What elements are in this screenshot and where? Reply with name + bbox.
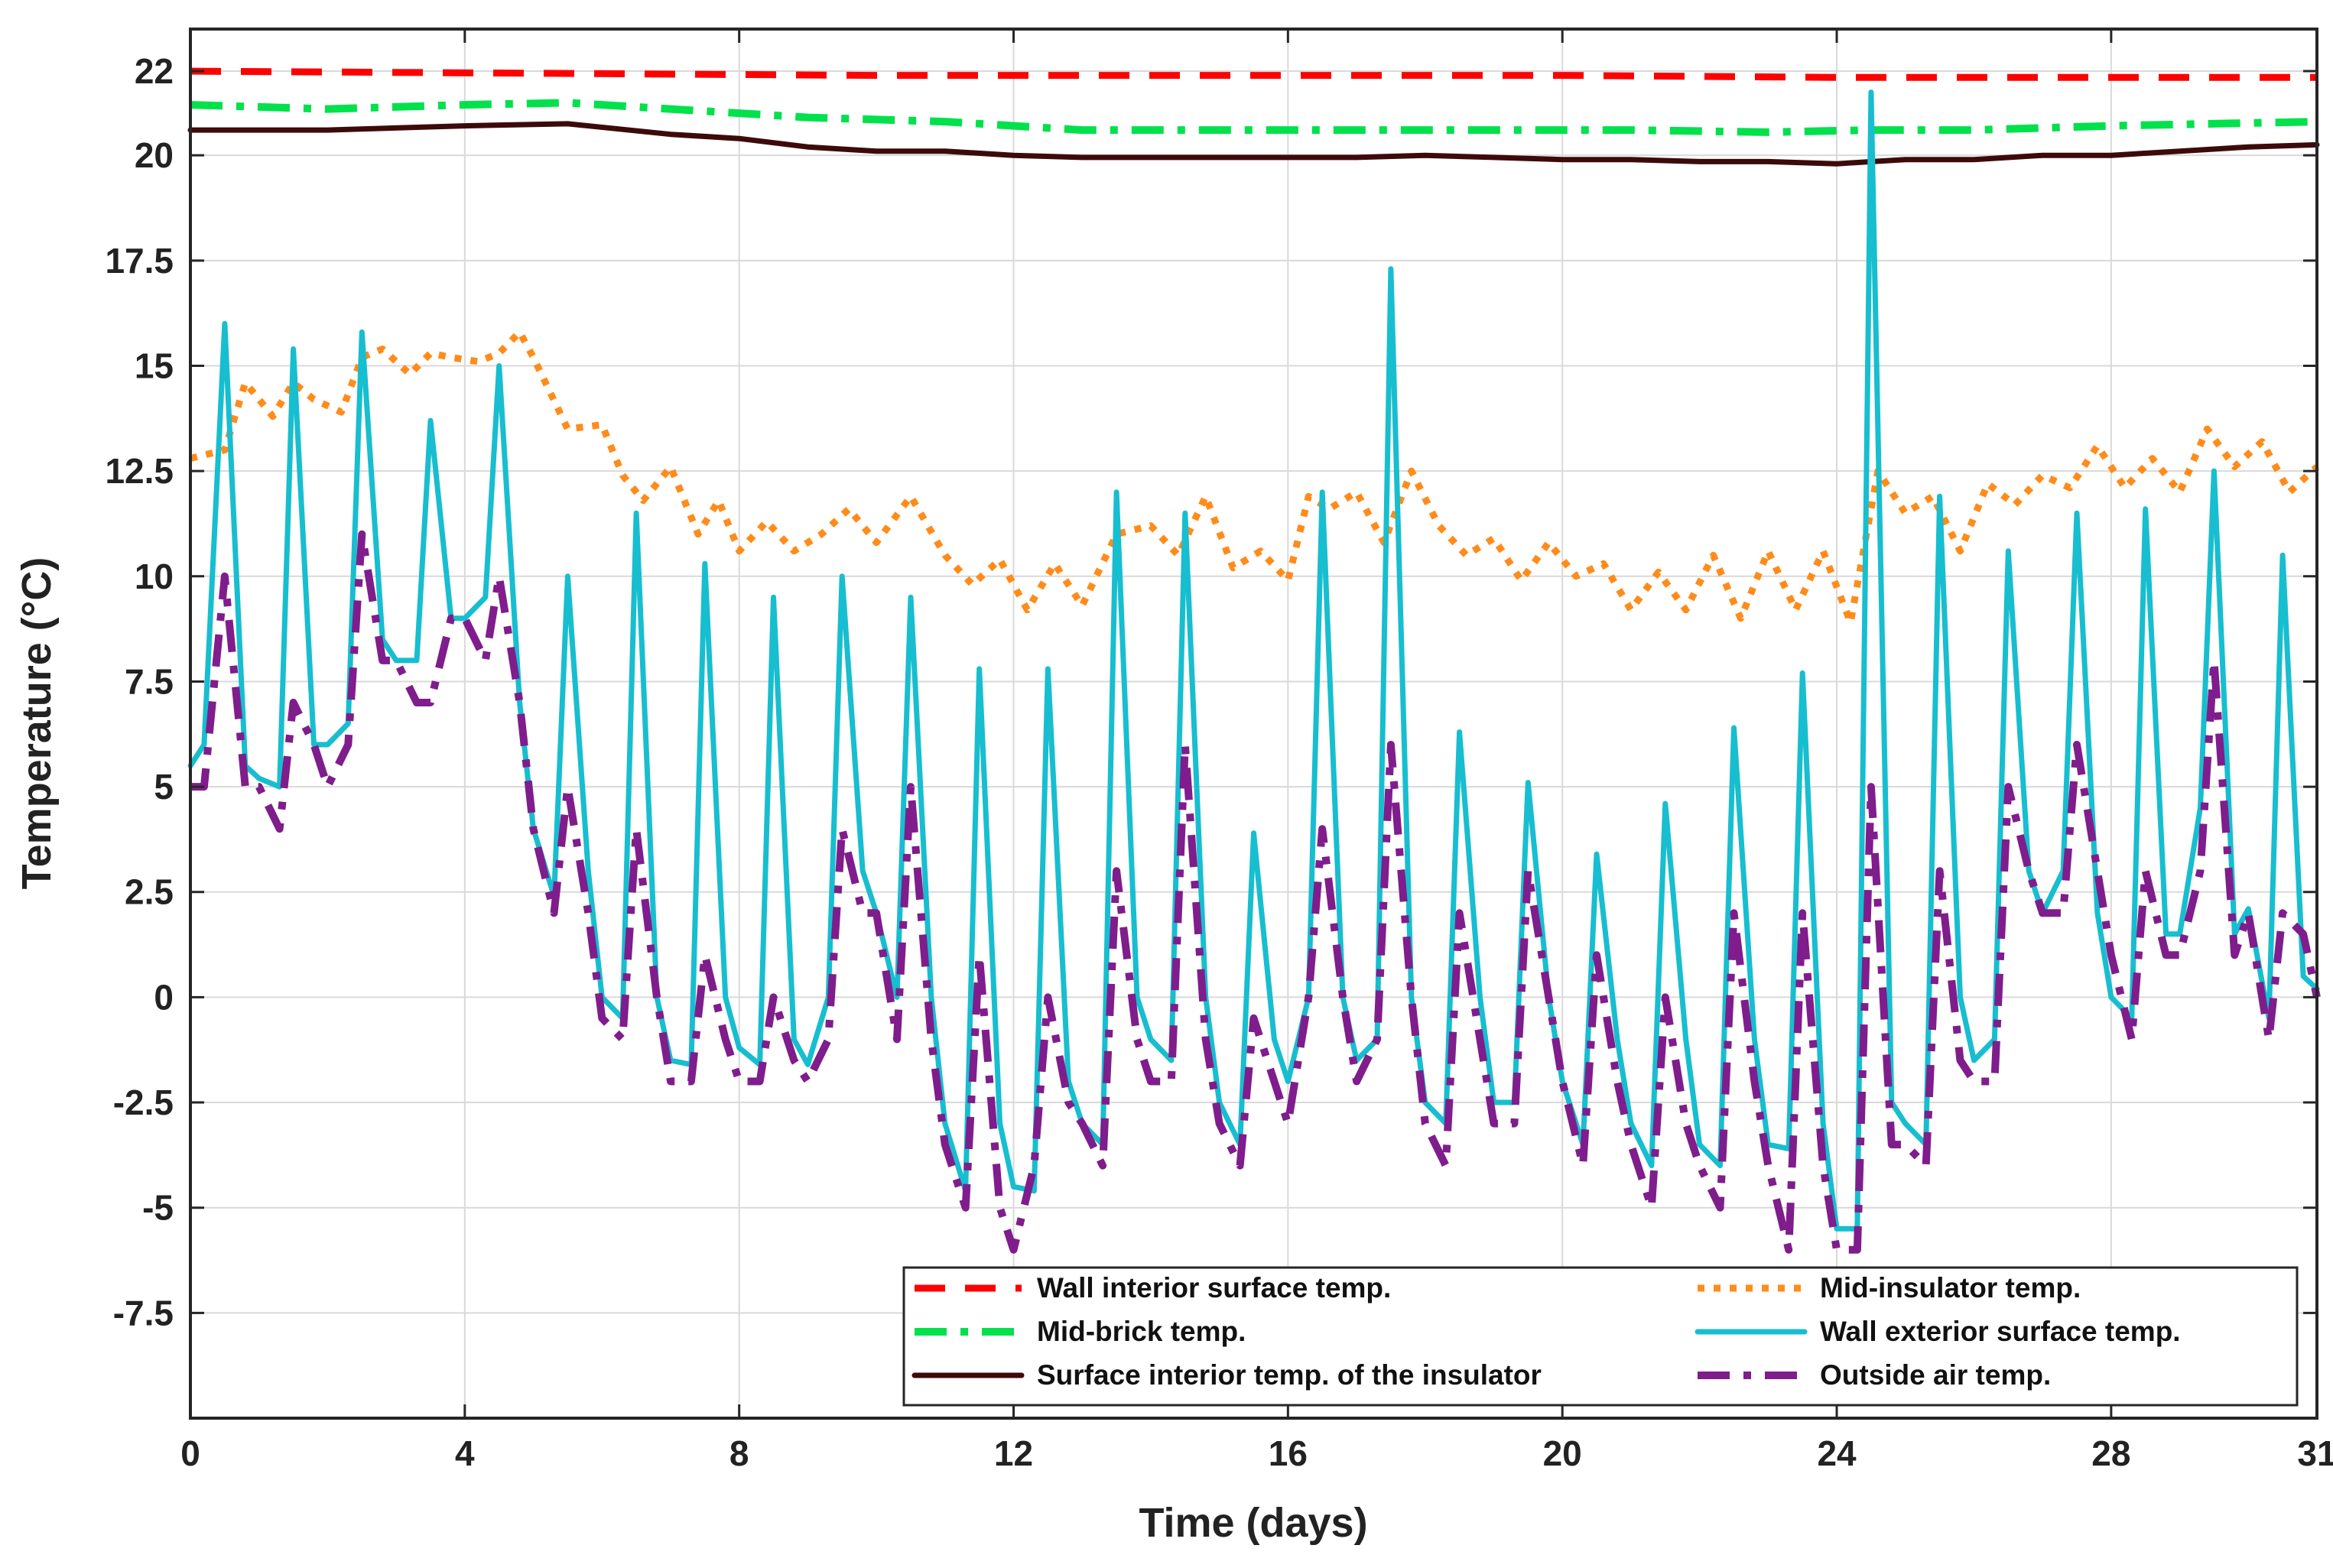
series-layer	[187, 67, 2321, 1254]
series-line-mid-insulator-temp	[189, 328, 2320, 626]
legend-item-wall-exterior-surface-temp: Wall exterior surface temp.	[1695, 1316, 2181, 1347]
legend-box	[902, 1266, 2299, 1407]
series-line-mid-brick-temp	[190, 99, 2318, 136]
y-tick-label: 0	[154, 977, 174, 1017]
legend: Wall interior surface temp. Mid-insulator…	[902, 1266, 2299, 1407]
series-line-surface-interior-temp-of-the-insulator	[187, 121, 2320, 167]
legend-item-outside-air-temp: Outside air temp.	[1698, 1359, 2051, 1391]
x-tick-label: 31	[2297, 1433, 2333, 1473]
y-tick-label: 12.5	[105, 451, 174, 491]
y-tick-label: 20	[135, 135, 174, 175]
x-tick-label: 12	[994, 1433, 1033, 1473]
x-tick-label: 0	[180, 1433, 200, 1473]
y-tick-label: -5	[142, 1188, 174, 1228]
legend-label: Surface interior temp. of the insulator	[1037, 1359, 1542, 1391]
tick-layer: 0 4 8 12 16 20 24 28 31 22 20 17.5 15 12.5 10 7.5 5 2.5 0 -…	[105, 29, 2333, 1473]
legend-item-mid-brick-temp: Mid-brick temp.	[915, 1316, 1246, 1347]
legend-label: Wall exterior surface temp.	[1820, 1316, 2181, 1347]
y-tick-label: 17.5	[105, 241, 174, 281]
x-tick-label: 28	[2091, 1433, 2130, 1473]
y-axis-title: Temperature (°C)	[14, 557, 60, 890]
series-line-wall-interior-surface-temp	[190, 67, 2317, 81]
x-tick-label: 20	[1543, 1433, 1582, 1473]
legend-label: Outside air temp.	[1820, 1359, 2051, 1391]
legend-item-wall-interior-surface-temp: Wall interior surface temp.	[915, 1272, 1391, 1303]
y-tick-label: 15	[135, 346, 174, 385]
legend-label: Mid-insulator temp.	[1820, 1272, 2081, 1303]
y-tick-label: 7.5	[125, 661, 174, 701]
y-tick-label: -2.5	[113, 1083, 174, 1122]
x-tick-label: 16	[1269, 1433, 1308, 1473]
series-line-outside-air-temp	[190, 530, 2321, 1254]
x-axis-title: Time (days)	[1139, 1500, 1367, 1546]
x-tick-label: 24	[1817, 1433, 1857, 1473]
y-tick-label: 10	[135, 557, 174, 596]
plot-frame	[189, 28, 2318, 1420]
y-tick-label: 22	[135, 51, 174, 91]
y-tick-label: 2.5	[125, 872, 174, 912]
y-tick-label: -7.5	[113, 1293, 174, 1333]
legend-label: Wall interior surface temp.	[1037, 1272, 1391, 1303]
y-tick-label: 5	[154, 767, 174, 807]
legend-item-surface-interior-temp-of-the-insulator: Surface interior temp. of the insulator	[911, 1359, 1542, 1391]
legend-item-mid-insulator-temp: Mid-insulator temp.	[1698, 1272, 2081, 1303]
x-tick-label: 8	[729, 1433, 749, 1473]
legend-label: Mid-brick temp.	[1037, 1316, 1246, 1347]
x-tick-label: 4	[455, 1433, 475, 1473]
